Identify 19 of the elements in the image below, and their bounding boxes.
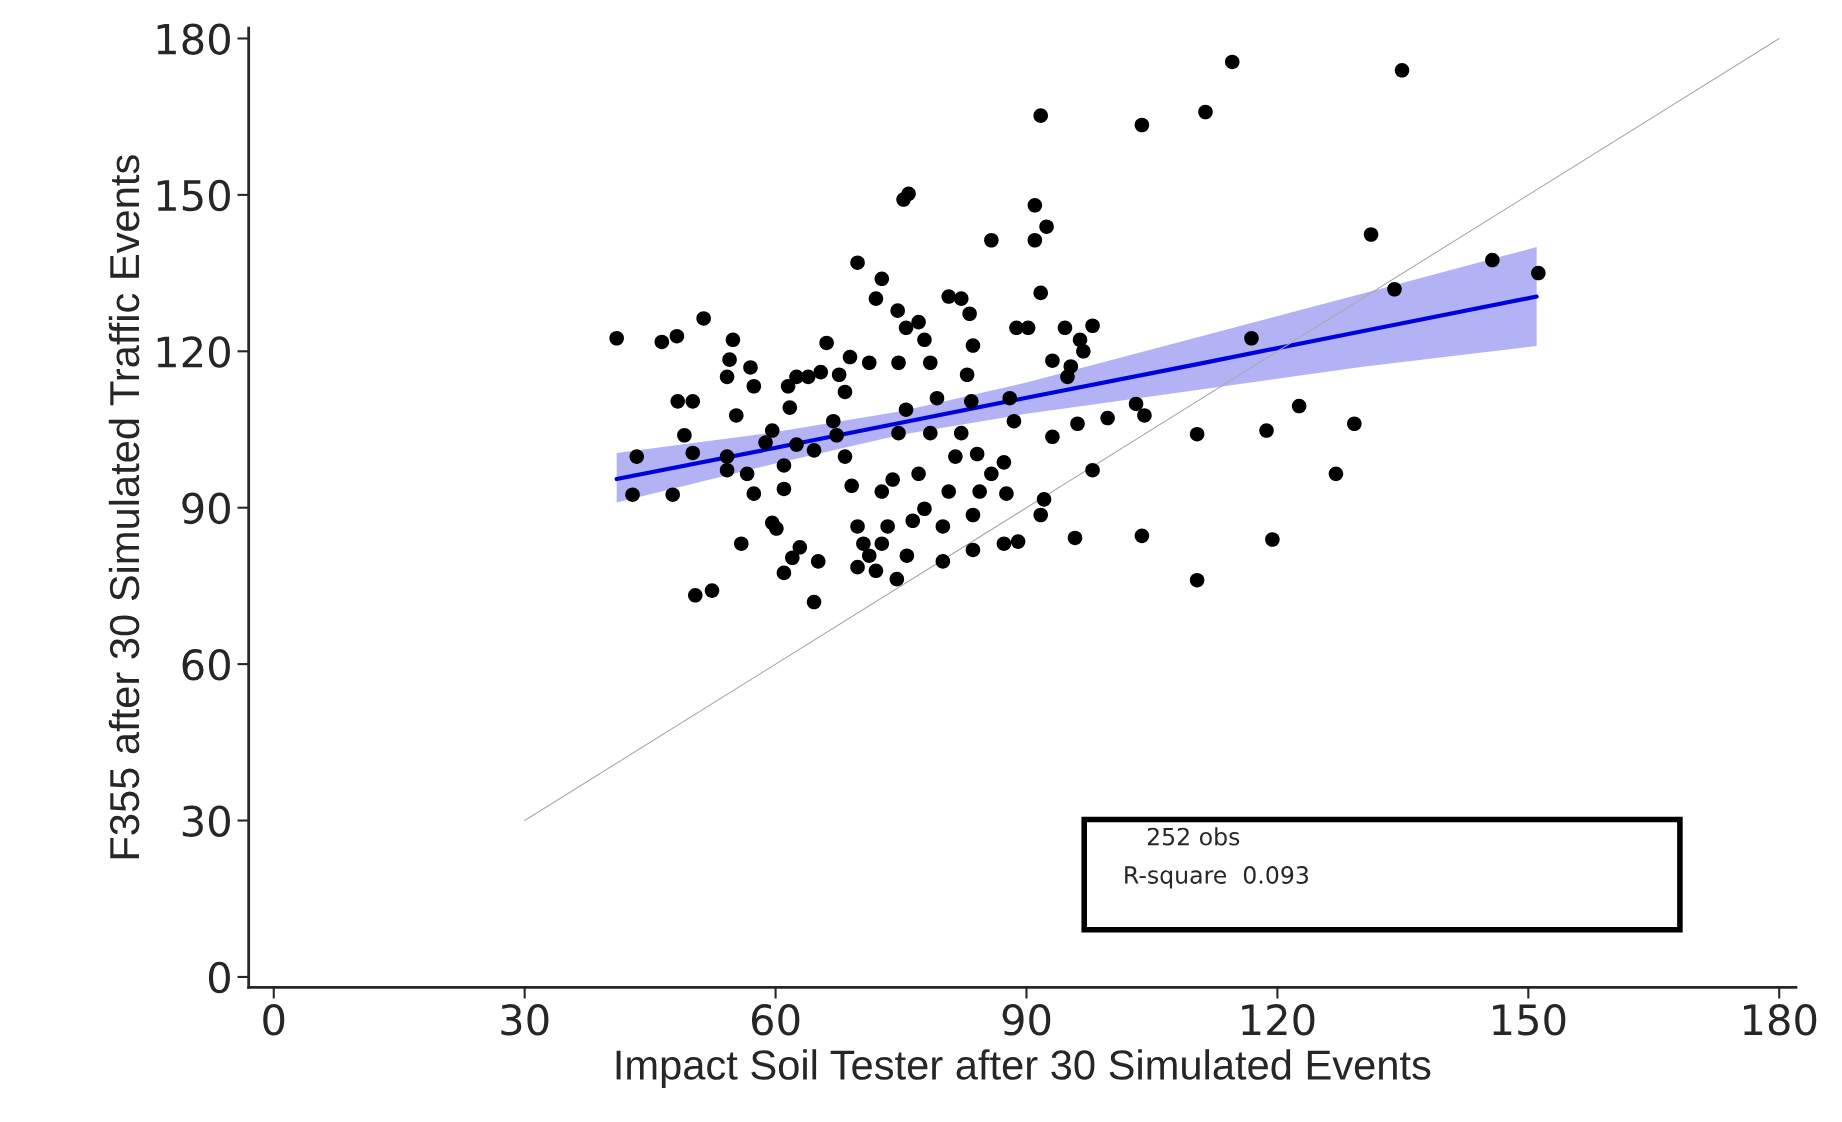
x-tick-label: 150 bbox=[1493, 1004, 1566, 1036]
x-tick-label: 0 bbox=[263, 1004, 285, 1036]
x-tick-label: 60 bbox=[751, 1004, 800, 1036]
y-tick-label: 180 bbox=[157, 23, 230, 55]
x-tick-label: 90 bbox=[1002, 1004, 1051, 1036]
y-tick-label: 150 bbox=[157, 179, 230, 212]
y-tick-label: 60 bbox=[182, 649, 230, 681]
annotation: R-square 0.093 bbox=[1125, 866, 1308, 889]
x-tick-label: 180 bbox=[1744, 1004, 1817, 1036]
line-series bbox=[614, 294, 1539, 482]
x-tick-label: 30 bbox=[501, 1004, 549, 1036]
annotation: 252 obs bbox=[1147, 827, 1240, 846]
x-axis-title: Impact Soil Tester after 30 Simulated Events bbox=[616, 1049, 1431, 1089]
y-tick-label: 30 bbox=[182, 805, 230, 837]
y-tick-label: 90 bbox=[182, 492, 230, 525]
y-tick-label: 0 bbox=[208, 961, 230, 994]
y-axis-title: F355 after 30 Simulated Traffic Events bbox=[108, 155, 140, 859]
x-tick-label: 120 bbox=[1242, 1004, 1315, 1036]
y-tick-label: 120 bbox=[157, 336, 230, 368]
